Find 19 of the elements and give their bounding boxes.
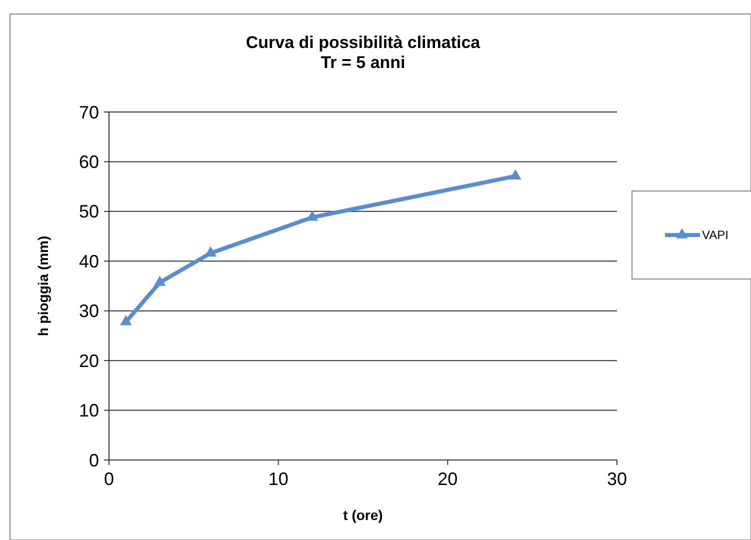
x-axis-title: t (ore) bbox=[343, 507, 383, 523]
y-tick-label: 0 bbox=[88, 450, 99, 470]
point bbox=[154, 276, 166, 286]
x-tick-label: 20 bbox=[438, 469, 458, 489]
y-tick-label: 40 bbox=[78, 251, 99, 272]
x-tick-label: 10 bbox=[268, 469, 288, 489]
x-tick-label: 30 bbox=[606, 469, 628, 489]
point bbox=[120, 315, 132, 326]
legend-label: VAPI bbox=[702, 228, 728, 242]
y-axis-title: h pioggia (mm) bbox=[35, 236, 51, 336]
y-tick-label: 50 bbox=[78, 202, 99, 222]
chart-title: Curva di possibilità climatica Tr = 5 anni bbox=[246, 33, 481, 72]
y-tick-label: 30 bbox=[78, 301, 99, 322]
point bbox=[510, 169, 522, 180]
x-tick-label: 0 bbox=[104, 469, 114, 489]
y-tick-label: 70 bbox=[78, 102, 99, 122]
y-tick-label: 60 bbox=[78, 152, 99, 172]
y-tick-label: 20 bbox=[78, 350, 99, 371]
y-tick-label: 10 bbox=[78, 400, 99, 421]
